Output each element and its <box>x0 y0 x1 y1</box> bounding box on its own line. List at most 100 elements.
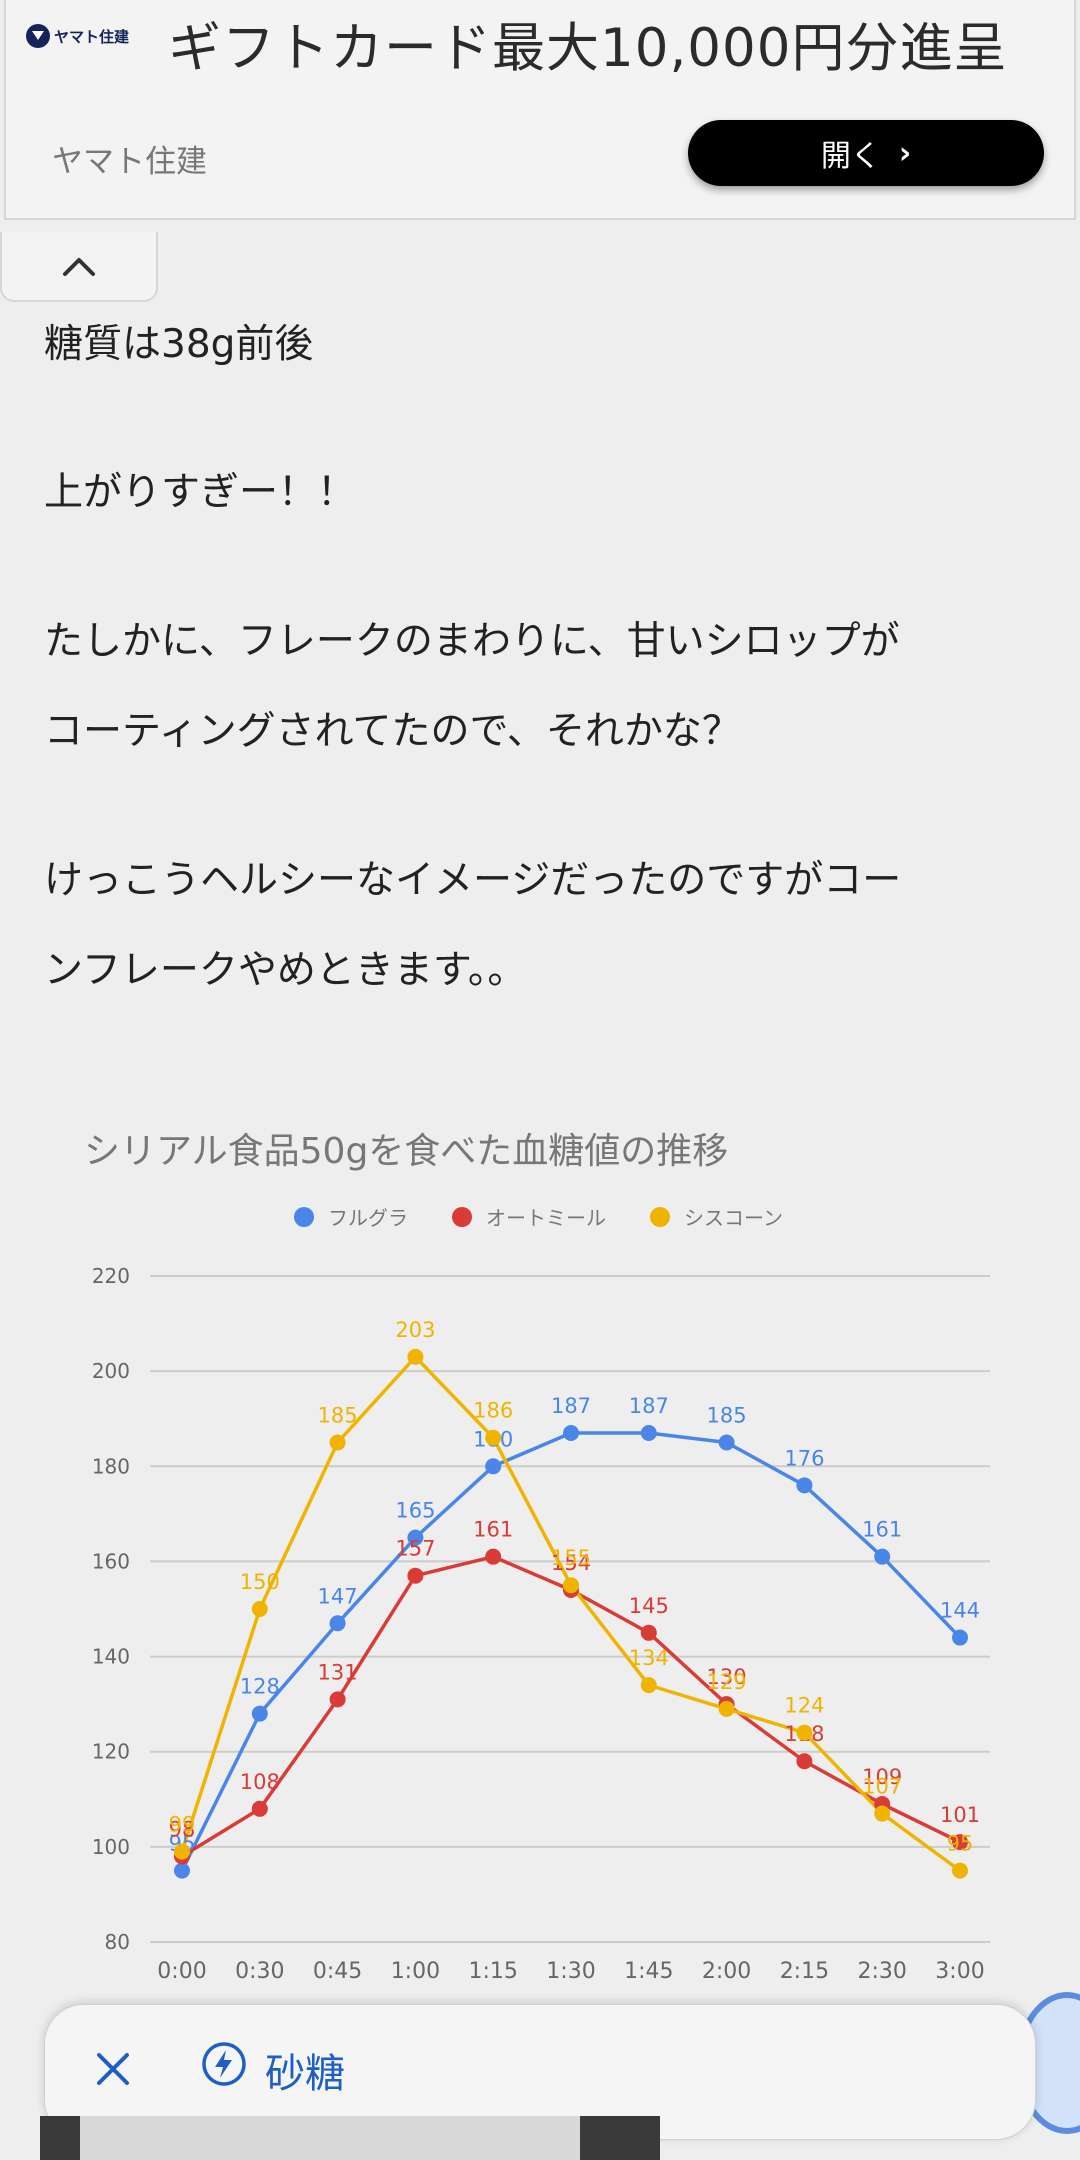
chart-title: シリアル食品50gを食べた血糖値の推移 <box>84 1131 729 1172</box>
data-point <box>485 1429 502 1446</box>
x-tick-label: 1:15 <box>468 1959 517 1984</box>
paragraph: 上がりすぎー！！ <box>44 448 356 538</box>
data-point <box>952 1862 968 1879</box>
x-tick-label: 2:00 <box>702 1959 751 1984</box>
data-label: 99 <box>169 1813 196 1837</box>
x-tick-label: 0:00 <box>157 1959 206 1984</box>
legend-label: オートミール <box>486 1206 606 1230</box>
ad-banner[interactable]: ヤマト住建 ギフトカード最大10,000円分進呈 ヤマト住建 開く › <box>4 0 1076 220</box>
paragraph: たしかに、フレークのまわりに、甘いシロップが コーティングされてたので、それかな… <box>44 597 900 777</box>
data-label: 187 <box>629 1394 669 1418</box>
data-point <box>329 1691 346 1708</box>
data-point <box>796 1477 813 1494</box>
data-label: 131 <box>318 1660 358 1684</box>
ad-sponsor: ヤマト住建 <box>52 144 207 180</box>
data-label: 128 <box>240 1675 280 1699</box>
ad-collapse-button[interactable] <box>0 232 158 302</box>
yamato-logo-icon <box>26 24 50 48</box>
x-tick-label: 0:30 <box>235 1959 284 1984</box>
data-point <box>640 1624 657 1641</box>
data-point <box>251 1601 268 1617</box>
chevron-up-icon <box>63 258 95 276</box>
data-point <box>407 1529 424 1546</box>
data-label: 129 <box>707 1670 747 1694</box>
x-tick-label: 0:45 <box>313 1959 362 1984</box>
data-point <box>563 1577 579 1594</box>
data-label: 185 <box>318 1404 358 1428</box>
x-tick-label: 1:00 <box>391 1959 440 1984</box>
data-point <box>407 1567 424 1584</box>
chart-plot: 80 100 120 140 160 180 200 220 0:00 0:30 0:45 1:00 1… <box>92 1264 990 1984</box>
data-label: 185 <box>707 1404 747 1428</box>
y-tick-label: 80 <box>105 1930 130 1954</box>
data-label: 186 <box>473 1399 513 1423</box>
search-suggestion[interactable]: 砂糖 <box>265 2051 345 2097</box>
data-point <box>718 1434 735 1451</box>
data-point <box>874 1548 891 1565</box>
data-label: 150 <box>240 1570 280 1594</box>
data-point <box>952 1834 968 1851</box>
ad-open-button[interactable]: 開く › <box>688 120 1044 186</box>
data-label: 154 <box>551 1551 591 1575</box>
data-label: 101 <box>940 1803 980 1827</box>
legend-label: フルグラ <box>328 1206 408 1230</box>
data-point <box>329 1434 346 1451</box>
x-tick-label: 2:30 <box>857 1959 906 1984</box>
data-label: 134 <box>629 1646 669 1670</box>
data-label: 155 <box>551 1546 591 1570</box>
data-point <box>640 1424 657 1441</box>
legend-label: シスコーン <box>684 1206 783 1230</box>
data-point <box>640 1677 657 1694</box>
legend-item: オートミール <box>452 1202 606 1231</box>
x-tick-label: 2:15 <box>780 1959 829 1984</box>
y-tick-label: 100 <box>92 1835 130 1859</box>
data-label: 144 <box>940 1599 980 1623</box>
blood-sugar-chart: シリアル食品50gを食べた血糖値の推移 フルグラ オートミール シスコーン 80… <box>0 1100 1080 2020</box>
legend-dot-icon <box>294 1206 314 1227</box>
data-label: 161 <box>862 1518 902 1542</box>
paragraph: けっこうヘルシーなイメージだったのですがコー ンフレークやめときます。。 <box>44 836 901 1016</box>
close-icon[interactable] <box>89 2045 137 2093</box>
ad-headline[interactable]: ギフトカード最大10,000円分進呈 <box>168 18 1008 79</box>
data-label: 95 <box>947 1832 974 1856</box>
data-label: 147 <box>318 1584 358 1608</box>
paragraph-line: たしかに、フレークのまわりに、甘いシロップが <box>44 619 900 664</box>
y-tick-label: 200 <box>92 1359 130 1383</box>
y-tick-label: 180 <box>92 1454 130 1478</box>
data-label: 145 <box>629 1594 669 1618</box>
data-label: 130 <box>707 1665 747 1689</box>
series-line <box>181 1554 961 1858</box>
data-label: 165 <box>395 1499 435 1523</box>
paragraph: 糖質は38g前後 <box>44 300 313 390</box>
data-point <box>563 1424 579 1441</box>
ad-open-label: 開く <box>820 139 881 174</box>
x-tick-label: 3:00 <box>935 1959 984 1984</box>
data-label: 109 <box>862 1765 902 1789</box>
data-label: 124 <box>784 1694 824 1718</box>
paragraph-line: コーティングされてたので、それかな？ <box>44 709 741 754</box>
legend-dot-icon <box>650 1206 670 1227</box>
data-point <box>251 1705 268 1722</box>
data-point <box>874 1805 891 1822</box>
legend-item: フルグラ <box>294 1202 408 1231</box>
data-label: 187 <box>551 1394 591 1418</box>
paragraph-line: けっこうヘルシーなイメージだったのですがコー <box>44 858 902 903</box>
x-tick-label: 1:30 <box>546 1959 595 1984</box>
data-label: 157 <box>395 1537 435 1561</box>
data-label: 203 <box>395 1318 435 1342</box>
data-label: 108 <box>240 1770 280 1794</box>
data-point <box>796 1724 813 1741</box>
lightning-icon <box>202 2042 246 2086</box>
data-point <box>485 1548 502 1565</box>
data-point <box>407 1348 424 1365</box>
paragraph-line: 上がりすぎー！！ <box>44 470 357 515</box>
data-point <box>174 1843 190 1860</box>
chevron-right-icon: › <box>898 135 912 171</box>
data-label: 176 <box>784 1446 824 1470</box>
paragraph-line: ンフレークやめときます。。 <box>44 948 527 993</box>
data-point <box>485 1458 502 1475</box>
series-line <box>180 1431 962 1872</box>
data-point <box>251 1800 268 1817</box>
article-image-light <box>80 2116 580 2160</box>
data-point <box>718 1700 735 1717</box>
